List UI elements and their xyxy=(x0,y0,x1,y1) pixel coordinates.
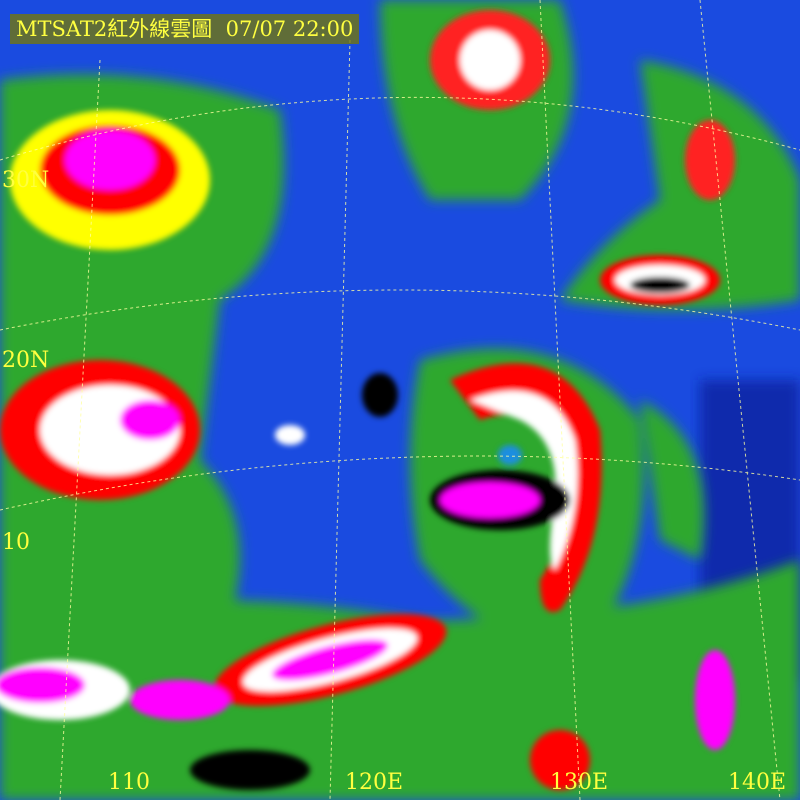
lat-label-10n: 10 xyxy=(2,530,30,555)
lat-label-20n: 20N xyxy=(2,348,50,373)
product-name: MTSAT2紅外線雲圖 xyxy=(16,17,213,41)
image-title: MTSAT2紅外線雲圖 07/07 22:00 xyxy=(10,14,360,44)
lon-label-140e: 140E xyxy=(728,770,787,795)
lon-label-120e: 120E xyxy=(345,770,404,795)
high-cloud-areas xyxy=(0,10,735,790)
datetime: 07/07 22:00 xyxy=(225,17,354,41)
lon-label-130e: 130E xyxy=(550,770,609,795)
lat-label-30n: 30N xyxy=(2,168,50,193)
lon-label-110e: 110 xyxy=(108,770,150,795)
